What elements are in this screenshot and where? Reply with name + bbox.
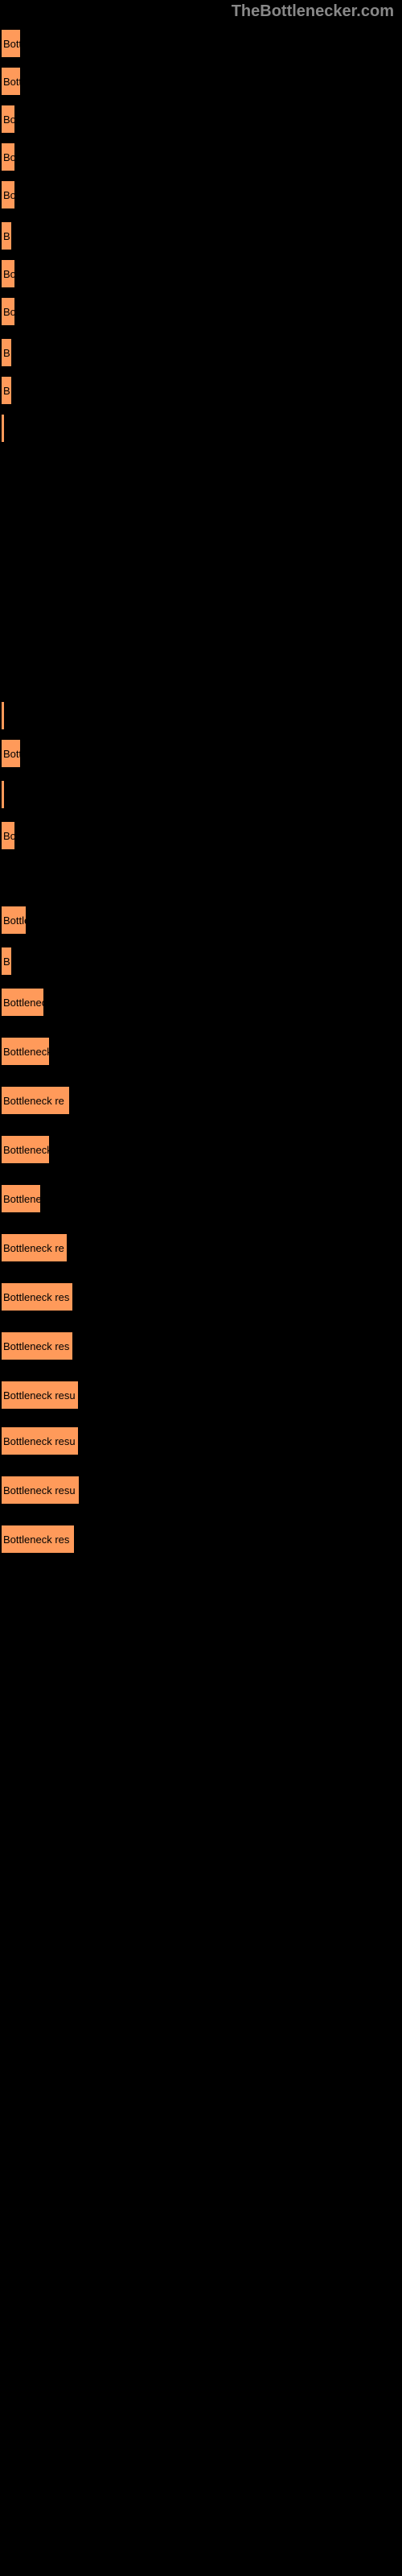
bar-row: Bottlenec xyxy=(0,987,45,1018)
bar-row: Bottleneck res xyxy=(0,1331,74,1361)
bar: Bottleneck res xyxy=(0,1282,74,1312)
bar xyxy=(0,413,6,444)
bar: Bo xyxy=(0,104,16,134)
bar-row: Bottleneck re xyxy=(0,1232,68,1263)
bar: Bottleneck re xyxy=(0,1085,71,1116)
bar-row: Bottleneck resu xyxy=(0,1380,80,1410)
bar: Bott xyxy=(0,28,22,59)
bar-row: Bo xyxy=(0,820,16,851)
bar-row: Bo xyxy=(0,258,16,289)
bar: Bo xyxy=(0,180,16,210)
bar: Bott xyxy=(0,66,22,97)
bar: Bottlene xyxy=(0,1183,42,1214)
bar-row: Bo xyxy=(0,104,16,134)
bar-row: Bottleneck res xyxy=(0,1282,74,1312)
bar: Bottlenec xyxy=(0,987,45,1018)
bar-row xyxy=(0,700,6,731)
bar-row: Bottleneck xyxy=(0,1134,51,1165)
bar-row: Bottle xyxy=(0,905,27,935)
bar: B xyxy=(0,337,13,368)
bar-row: B xyxy=(0,337,13,368)
bar-row xyxy=(0,413,6,444)
bar: Bott xyxy=(0,738,22,769)
bar-row: B xyxy=(0,946,13,976)
bar: Bo xyxy=(0,142,16,172)
bar-row: Bottleneck xyxy=(0,1036,51,1067)
bar-row: Bottleneck resu xyxy=(0,1475,80,1505)
bar-row: Bottleneck res xyxy=(0,1524,76,1554)
bar-row: Bottleneck resu xyxy=(0,1426,80,1456)
bar: Bottleneck res xyxy=(0,1524,76,1554)
bar-row: Bottleneck re xyxy=(0,1085,71,1116)
bar: Bo xyxy=(0,296,16,327)
watermark-text: TheBottlenecker.com xyxy=(232,2,394,21)
bar-row: Bo xyxy=(0,142,16,172)
bar-row: Bott xyxy=(0,738,22,769)
bar: B xyxy=(0,375,13,406)
bar-row: B xyxy=(0,375,13,406)
bar-row: Bott xyxy=(0,28,22,59)
bar-row: Bottlene xyxy=(0,1183,42,1214)
bar: B xyxy=(0,221,13,251)
bar-row: B xyxy=(0,221,13,251)
bar: Bo xyxy=(0,820,16,851)
bar: Bottleneck re xyxy=(0,1232,68,1263)
bar: Bottleneck resu xyxy=(0,1380,80,1410)
bar: B xyxy=(0,946,13,976)
bar: Bo xyxy=(0,258,16,289)
bar: Bottleneck resu xyxy=(0,1426,80,1456)
bar: Bottleneck res xyxy=(0,1331,74,1361)
bar: Bottleneck xyxy=(0,1036,51,1067)
bar-row: Bo xyxy=(0,180,16,210)
bar: Bottleneck resu xyxy=(0,1475,80,1505)
bar: Bottleneck xyxy=(0,1134,51,1165)
bar-row xyxy=(0,779,6,810)
bar-row: Bo xyxy=(0,296,16,327)
bar: Bottle xyxy=(0,905,27,935)
bar xyxy=(0,779,6,810)
bar xyxy=(0,700,6,731)
bar-row: Bott xyxy=(0,66,22,97)
